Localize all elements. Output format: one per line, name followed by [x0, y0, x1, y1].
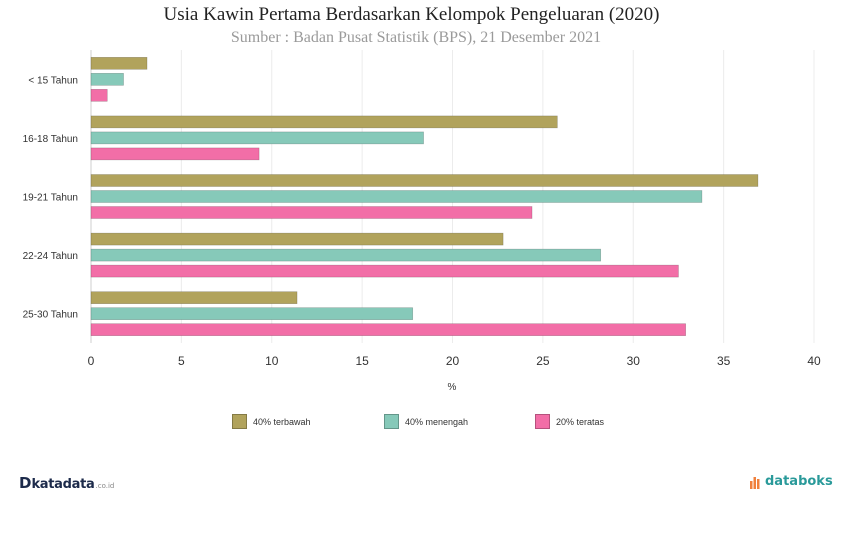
y-tick-label-2: 19-21 Tahun: [23, 193, 78, 204]
x-tick-label-15: 15: [355, 354, 369, 368]
legend-label-menengah: 40% menengah: [405, 416, 469, 427]
legend-item-terbawah[interactable]: 40% terbawah: [232, 414, 311, 429]
bar-4-2[interactable]: [90, 323, 686, 337]
x-axis-labels: 0 5 10 15 20 25 30 35 40: [88, 354, 821, 368]
x-tick-label-20: 20: [446, 354, 460, 368]
bar-0-1[interactable]: [90, 73, 124, 86]
y-tick-label-1: 16-18 Tahun: [23, 134, 78, 145]
legend-item-teratas[interactable]: 20% teratas: [535, 414, 604, 429]
x-tick-label-25: 25: [536, 354, 550, 368]
legend-label-teratas: 20% teratas: [556, 416, 605, 427]
katadata-logo[interactable]: D katadata .co.id: [19, 474, 114, 492]
legend-swatch-terbawah: [232, 414, 247, 429]
x-tick-label-30: 30: [627, 354, 641, 368]
chart-subtitle: Sumber : Badan Pusat Statistik (BPS), 21…: [230, 29, 602, 46]
databoks-logo-icon: [750, 476, 760, 489]
bar-3-0[interactable]: [90, 232, 504, 246]
katadata-logo-sub: .co.id: [95, 482, 115, 490]
bar-3-1[interactable]: [90, 248, 602, 262]
bar-1-0[interactable]: [90, 115, 558, 129]
chart-title: Usia Kawin Pertama Berdasarkan Kelompok …: [163, 4, 660, 25]
bar-2-1[interactable]: [90, 190, 703, 203]
x-tick-label-35: 35: [717, 354, 731, 368]
bar-3-2[interactable]: [90, 264, 679, 278]
bar-4-1[interactable]: [90, 307, 414, 321]
x-axis-title: %: [448, 382, 457, 393]
bar-4-0[interactable]: [90, 291, 298, 305]
bar-1-2[interactable]: [90, 147, 260, 161]
databoks-logo-word: databoks: [765, 474, 833, 489]
x-tick-label-0: 0: [88, 354, 95, 368]
bar-0-2[interactable]: [90, 89, 108, 102]
legend: 40% terbawah 40% menengah 20% teratas: [0, 414, 850, 432]
bar-chart: < 15 Tahun 16-18 Tahun 19-21 Tahun 22-24 Ta…: [23, 50, 821, 393]
x-tick-label-40: 40: [807, 354, 821, 368]
legend-item-menengah[interactable]: 40% menengah: [384, 414, 468, 429]
y-tick-label-3: 22-24 Tahun: [23, 251, 78, 262]
x-tick-label-10: 10: [265, 354, 279, 368]
katadata-logo-mark: D: [19, 474, 32, 492]
bar-0-0[interactable]: [90, 56, 148, 70]
bar-2-2[interactable]: [90, 206, 533, 219]
katadata-logo-word: katadata: [31, 477, 95, 492]
x-tick-label-5: 5: [178, 354, 185, 368]
legend-label-terbawah: 40% terbawah: [253, 416, 311, 427]
y-tick-label-4: 25-30 Tahun: [23, 310, 78, 321]
y-axis-labels: < 15 Tahun 16-18 Tahun 19-21 Tahun 22-24 Ta…: [23, 75, 78, 320]
legend-swatch-teratas: [535, 414, 550, 429]
databoks-logo[interactable]: databoks: [750, 474, 833, 489]
bar-1-1[interactable]: [90, 131, 424, 145]
y-tick-label-0: < 15 Tahun: [28, 75, 78, 86]
bars: [90, 56, 759, 337]
legend-swatch-menengah: [384, 414, 399, 429]
bar-2-0[interactable]: [90, 174, 759, 187]
